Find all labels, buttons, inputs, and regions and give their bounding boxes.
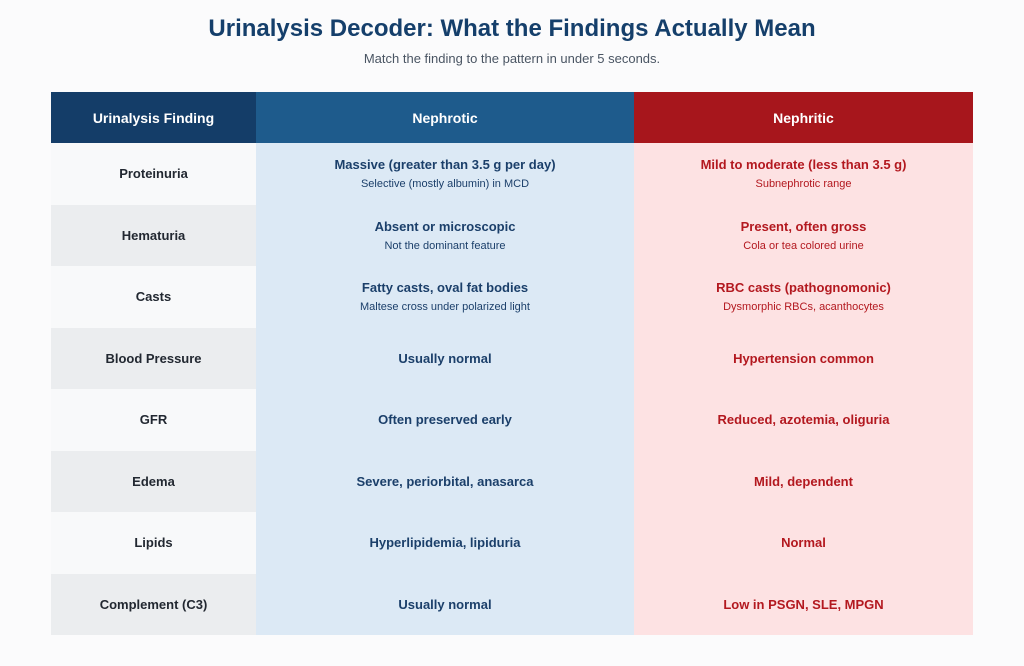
nephrotic-cell: Massive (greater than 3.5 g per day) Sele… xyxy=(256,143,634,205)
nephrotic-main-text: Fatty casts, oval fat bodies xyxy=(361,280,529,296)
nephrotic-cell: Absent or microscopic Not the dominant fe… xyxy=(256,204,634,266)
nephrotic-main-text: Usually normal xyxy=(398,596,492,612)
nephritic-sub-text: Subnephrotic range xyxy=(755,178,852,191)
table-row: GFR Often preserved early Reduced, azotemi… xyxy=(51,389,973,451)
nephrotic-cell: Hyperlipidemia, lipiduria xyxy=(256,512,634,574)
nephrotic-main-text: Often preserved early xyxy=(378,412,512,428)
nephrotic-main-text: Hyperlipidemia, lipiduria xyxy=(369,535,521,551)
nephritic-cell: Mild, dependent xyxy=(634,450,973,512)
nephritic-main-text: Mild to moderate (less than 3.5 g) xyxy=(700,157,907,173)
nephritic-main-text: Low in PSGN, SLE, MPGN xyxy=(723,596,884,612)
table-row: Casts Fatty casts, oval fat bodies Maltese… xyxy=(51,266,973,328)
nephrotic-main-text: Massive (greater than 3.5 g per day) xyxy=(334,157,556,173)
nephritic-cell: Normal xyxy=(634,512,973,574)
finding-cell: Edema xyxy=(51,450,256,512)
page-subtitle: Match the finding to the pattern in unde… xyxy=(363,51,661,66)
finding-cell: Complement (C3) xyxy=(51,573,256,635)
finding-cell: Casts xyxy=(51,266,256,328)
nephritic-main-text: RBC casts (pathognomonic) xyxy=(716,280,891,296)
table-row: Hematuria Absent or microscopic Not the do… xyxy=(51,204,973,266)
finding-cell: Lipids xyxy=(51,512,256,574)
nephritic-main-text: Hypertension common xyxy=(733,350,874,366)
nephritic-cell: Present, often gross Cola or tea colored … xyxy=(634,204,973,266)
nephrotic-sub-text: Selective (mostly albumin) in MCD xyxy=(360,178,530,191)
nephrotic-main-text: Absent or microscopic xyxy=(374,218,516,234)
finding-cell: Proteinuria xyxy=(51,143,256,205)
table-row: Edema Severe, periorbital, anasarca Mild, … xyxy=(51,450,973,512)
nephrotic-sub-text: Not the dominant feature xyxy=(384,239,506,252)
nephritic-cell: Reduced, azotemia, oliguria xyxy=(634,389,973,451)
nephrotic-main-text: Severe, periorbital, anasarca xyxy=(356,473,534,489)
table-row: Proteinuria Massive (greater than 3.5 g p… xyxy=(51,143,973,205)
finding-cell: GFR xyxy=(51,389,256,451)
nephritic-cell: RBC casts (pathognomonic) Dysmorphic RBCs… xyxy=(634,266,973,328)
header-nephritic: Nephritic xyxy=(634,92,973,143)
nephrotic-main-text: Usually normal xyxy=(398,350,492,366)
nephrotic-cell: Fatty casts, oval fat bodies Maltese cros… xyxy=(256,266,634,328)
table-body: Proteinuria Massive (greater than 3.5 g p… xyxy=(51,143,973,635)
nephrotic-sub-text: Maltese cross under polarized light xyxy=(360,301,530,314)
table-row: Lipids Hyperlipidemia, lipiduria Normal xyxy=(51,512,973,574)
header-finding: Urinalysis Finding xyxy=(51,92,256,143)
comparison-table: Urinalysis Finding Nephrotic Nephritic P… xyxy=(51,92,973,635)
nephrotic-cell: Usually normal xyxy=(256,327,634,389)
nephrotic-cell: Severe, periorbital, anasarca xyxy=(256,450,634,512)
nephritic-main-text: Present, often gross xyxy=(740,218,867,234)
nephritic-main-text: Reduced, azotemia, oliguria xyxy=(717,412,890,428)
table-row: Blood Pressure Usually normal Hypertension… xyxy=(51,327,973,389)
nephritic-cell: Hypertension common xyxy=(634,327,973,389)
nephritic-sub-text: Cola or tea colored urine xyxy=(743,239,864,252)
nephrotic-cell: Often preserved early xyxy=(256,389,634,451)
page-title: Urinalysis Decoder: What the Findings Ac… xyxy=(208,15,816,42)
table-row: Complement (C3) Usually normal Low in PSGN… xyxy=(51,573,973,635)
header-nephrotic: Nephrotic xyxy=(256,92,634,143)
nephritic-sub-text: Dysmorphic RBCs, acanthocytes xyxy=(723,301,884,314)
table-header-row: Urinalysis Finding Nephrotic Nephritic xyxy=(51,92,973,143)
finding-cell: Blood Pressure xyxy=(51,327,256,389)
nephritic-cell: Low in PSGN, SLE, MPGN xyxy=(634,573,973,635)
nephritic-main-text: Normal xyxy=(781,535,826,551)
finding-cell: Hematuria xyxy=(51,204,256,266)
nephritic-cell: Mild to moderate (less than 3.5 g) Subnep… xyxy=(634,143,973,205)
nephritic-main-text: Mild, dependent xyxy=(754,473,853,489)
nephrotic-cell: Usually normal xyxy=(256,573,634,635)
